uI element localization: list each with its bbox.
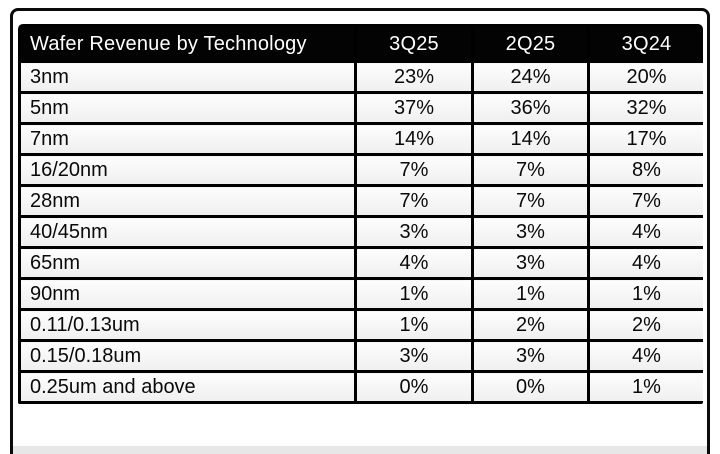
- revenue-percent-cell: 7%: [471, 153, 590, 187]
- table-row: 7nm 14% 14% 17%: [18, 122, 703, 156]
- table-row: 5nm 37% 36% 32%: [18, 91, 703, 125]
- revenue-percent-cell: 3%: [471, 339, 590, 373]
- revenue-percent-cell: 1%: [354, 277, 474, 311]
- revenue-percent-cell: 1%: [587, 277, 703, 311]
- revenue-percent-cell: 3%: [354, 215, 474, 249]
- revenue-percent-cell: 17%: [587, 122, 703, 156]
- revenue-percent-cell: 8%: [587, 153, 703, 187]
- column-header-3q24: 3Q24: [587, 24, 703, 63]
- revenue-percent-cell: 7%: [354, 184, 474, 218]
- table-row: 3nm 23% 24% 20%: [18, 60, 703, 94]
- revenue-percent-cell: 20%: [587, 60, 703, 94]
- revenue-percent-cell: 14%: [471, 122, 590, 156]
- revenue-percent-cell: 7%: [354, 153, 474, 187]
- column-header-2q25: 2Q25: [471, 24, 590, 63]
- technology-label-cell: 3nm: [18, 60, 357, 94]
- technology-label-cell: 65nm: [18, 246, 357, 280]
- technology-label-cell: 90nm: [18, 277, 357, 311]
- technology-label-cell: 7nm: [18, 122, 357, 156]
- column-header-3q25: 3Q25: [354, 24, 474, 63]
- table-row: 65nm 4% 3% 4%: [18, 246, 703, 280]
- revenue-percent-cell: 3%: [354, 339, 474, 373]
- revenue-percent-cell: 4%: [354, 246, 474, 280]
- revenue-percent-cell: 4%: [587, 215, 703, 249]
- revenue-percent-cell: 4%: [587, 339, 703, 373]
- revenue-percent-cell: 1%: [354, 308, 474, 342]
- revenue-percent-cell: 7%: [587, 184, 703, 218]
- table-body: 3nm 23% 24% 20% 5nm 37% 36% 32% 7nm 14% 14% 17% 16/2…: [18, 60, 703, 404]
- technology-label-cell: 0.11/0.13um: [18, 308, 357, 342]
- revenue-percent-cell: 1%: [587, 370, 703, 404]
- revenue-percent-cell: 4%: [587, 246, 703, 280]
- revenue-percent-cell: 7%: [471, 184, 590, 218]
- wafer-revenue-table: Wafer Revenue by Technology 3Q25 2Q25 3Q…: [18, 24, 703, 404]
- bottom-shade: [13, 446, 707, 454]
- revenue-percent-cell: 32%: [587, 91, 703, 125]
- technology-label-cell: 0.25um and above: [18, 370, 357, 404]
- revenue-percent-cell: 2%: [471, 308, 590, 342]
- technology-label-cell: 5nm: [18, 91, 357, 125]
- revenue-percent-cell: 3%: [471, 246, 590, 280]
- wafer-revenue-table-container: Wafer Revenue by Technology 3Q25 2Q25 3Q…: [18, 24, 703, 404]
- table-header-row: Wafer Revenue by Technology 3Q25 2Q25 3Q…: [18, 24, 703, 63]
- table-row: 28nm 7% 7% 7%: [18, 184, 703, 218]
- table-row: 0.25um and above 0% 0% 1%: [18, 370, 703, 404]
- technology-label-cell: 16/20nm: [18, 153, 357, 187]
- revenue-percent-cell: 37%: [354, 91, 474, 125]
- revenue-percent-cell: 24%: [471, 60, 590, 94]
- table-row: 40/45nm 3% 3% 4%: [18, 215, 703, 249]
- revenue-percent-cell: 36%: [471, 91, 590, 125]
- table-title-header: Wafer Revenue by Technology: [18, 24, 357, 63]
- revenue-percent-cell: 0%: [354, 370, 474, 404]
- revenue-percent-cell: 2%: [587, 308, 703, 342]
- technology-label-cell: 40/45nm: [18, 215, 357, 249]
- technology-label-cell: 0.15/0.18um: [18, 339, 357, 373]
- revenue-percent-cell: 0%: [471, 370, 590, 404]
- revenue-percent-cell: 14%: [354, 122, 474, 156]
- table-row: 90nm 1% 1% 1%: [18, 277, 703, 311]
- revenue-percent-cell: 1%: [471, 277, 590, 311]
- technology-label-cell: 28nm: [18, 184, 357, 218]
- table-row: 0.15/0.18um 3% 3% 4%: [18, 339, 703, 373]
- table-row: 16/20nm 7% 7% 8%: [18, 153, 703, 187]
- table-row: 0.11/0.13um 1% 2% 2%: [18, 308, 703, 342]
- revenue-percent-cell: 3%: [471, 215, 590, 249]
- revenue-percent-cell: 23%: [354, 60, 474, 94]
